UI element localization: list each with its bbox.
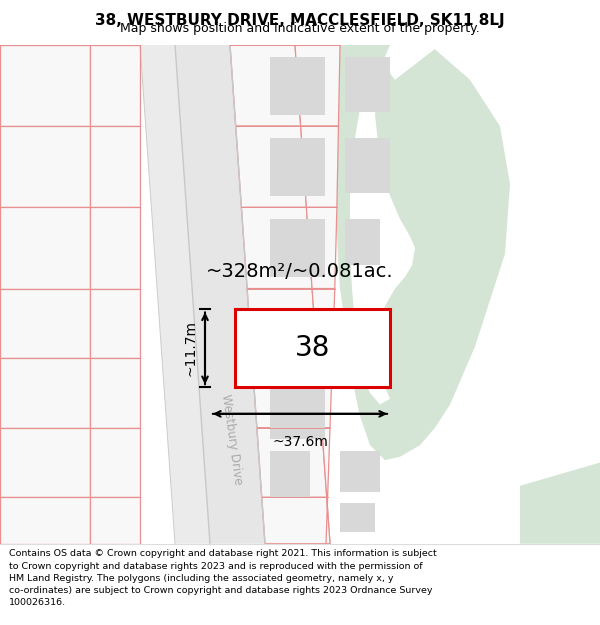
Polygon shape [230, 45, 301, 126]
Polygon shape [270, 57, 325, 114]
Polygon shape [90, 289, 140, 358]
Polygon shape [340, 451, 380, 491]
Polygon shape [90, 208, 140, 289]
Polygon shape [257, 428, 327, 498]
Polygon shape [262, 498, 330, 544]
Polygon shape [241, 208, 312, 289]
Polygon shape [317, 358, 332, 428]
Polygon shape [322, 428, 330, 498]
Text: 38: 38 [295, 334, 330, 362]
Text: Contains OS data © Crown copyright and database right 2021. This information is : Contains OS data © Crown copyright and d… [9, 549, 437, 607]
Polygon shape [0, 358, 90, 428]
Polygon shape [270, 451, 310, 498]
Polygon shape [295, 45, 340, 126]
Polygon shape [0, 45, 90, 126]
Polygon shape [0, 126, 90, 208]
Polygon shape [340, 503, 375, 532]
Polygon shape [334, 45, 510, 460]
Polygon shape [350, 45, 440, 404]
Polygon shape [0, 289, 90, 358]
Polygon shape [175, 45, 265, 544]
Polygon shape [270, 138, 325, 196]
Polygon shape [345, 138, 390, 194]
Polygon shape [247, 289, 317, 358]
Polygon shape [326, 498, 330, 544]
Polygon shape [0, 428, 90, 498]
Text: ~11.7m: ~11.7m [183, 320, 197, 376]
Polygon shape [252, 358, 322, 428]
Polygon shape [90, 498, 140, 544]
Polygon shape [90, 358, 140, 428]
Polygon shape [345, 219, 380, 266]
Text: Westbury Drive: Westbury Drive [219, 393, 245, 486]
Polygon shape [90, 126, 140, 208]
Polygon shape [236, 126, 307, 208]
Polygon shape [312, 289, 335, 358]
Polygon shape [301, 126, 338, 208]
Polygon shape [270, 381, 325, 439]
Text: ~328m²/~0.081ac.: ~328m²/~0.081ac. [206, 262, 394, 281]
Polygon shape [90, 428, 140, 498]
Polygon shape [270, 323, 350, 376]
Text: Map shows position and indicative extent of the property.: Map shows position and indicative extent… [120, 22, 480, 35]
Polygon shape [0, 498, 90, 544]
Polygon shape [345, 57, 390, 112]
Polygon shape [270, 219, 325, 277]
Polygon shape [140, 45, 210, 544]
Text: 38, WESTBURY DRIVE, MACCLESFIELD, SK11 8LJ: 38, WESTBURY DRIVE, MACCLESFIELD, SK11 8… [95, 12, 505, 28]
Polygon shape [90, 45, 140, 126]
Polygon shape [307, 208, 337, 289]
Polygon shape [235, 309, 390, 387]
Text: ~37.6m: ~37.6m [272, 435, 328, 449]
Polygon shape [0, 208, 90, 289]
Polygon shape [520, 462, 600, 544]
